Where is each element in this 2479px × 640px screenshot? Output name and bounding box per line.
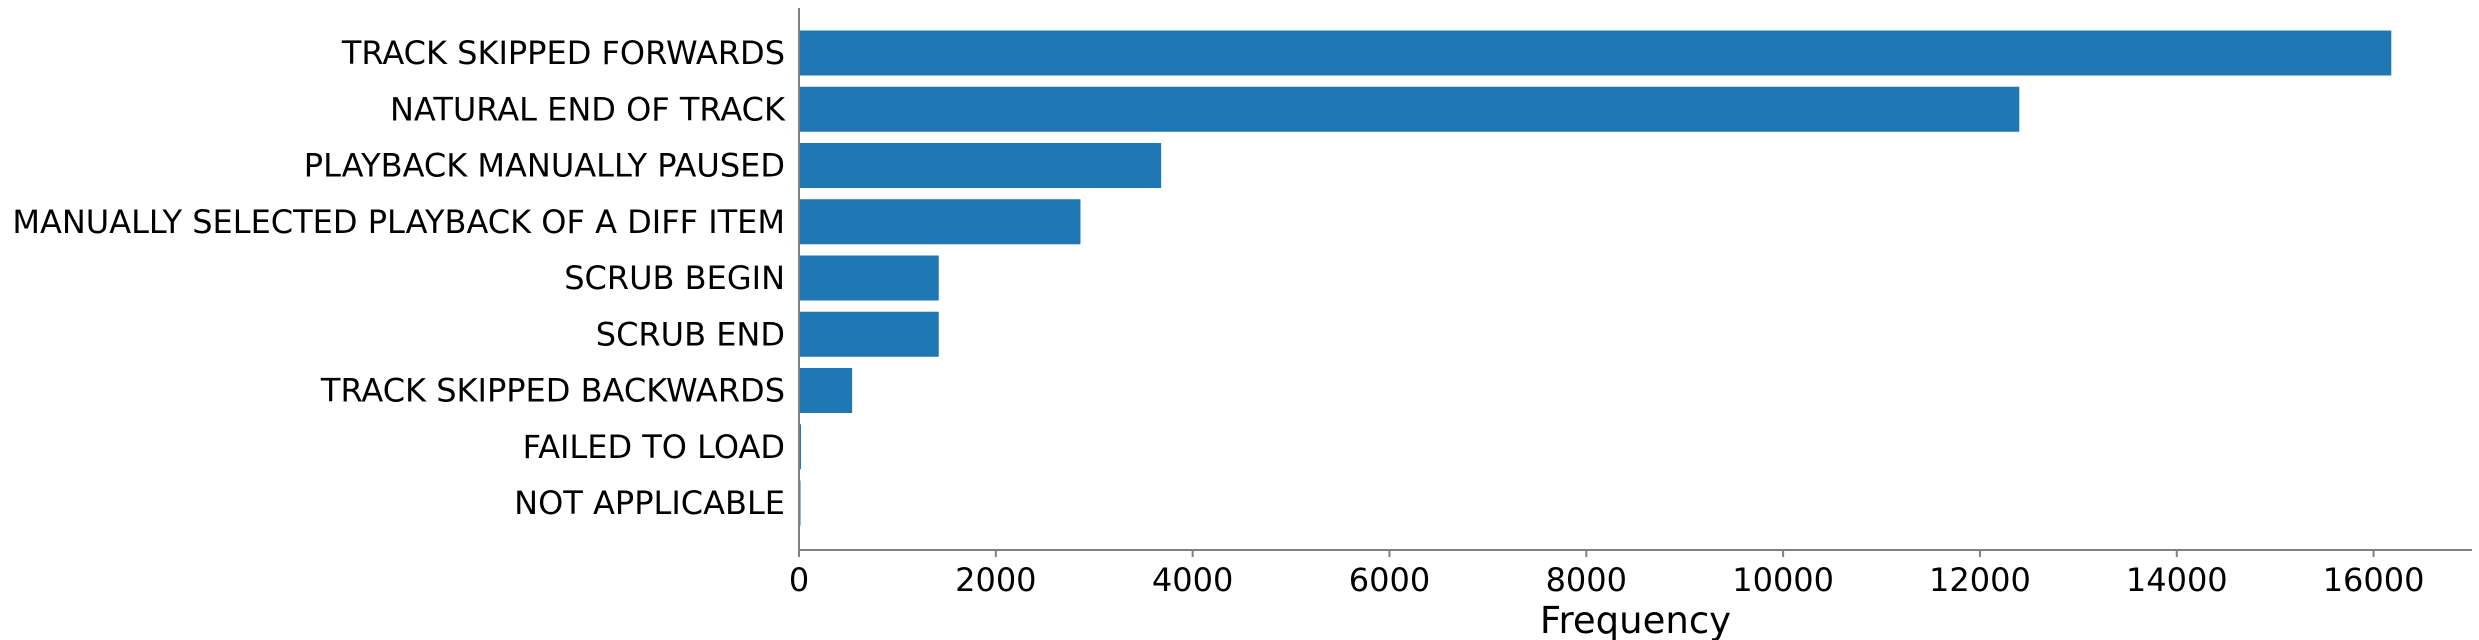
bar <box>799 255 939 301</box>
x-tick-label: 14000 <box>2126 561 2228 599</box>
x-tick-label: 10000 <box>1732 561 1834 599</box>
category-label: MANUALLY SELECTED PLAYBACK OF A DIFF ITE… <box>12 203 785 241</box>
x-tick-label: 6000 <box>1349 561 1430 599</box>
category-label: FAILED TO LOAD <box>523 428 785 466</box>
bar <box>799 368 853 413</box>
axes <box>798 8 2472 551</box>
x-axis-ticks: 0 2000 4000 6000 8000 10000 12000 14000 16000 <box>789 550 2425 599</box>
bar <box>799 143 1162 188</box>
x-tick-label: 16000 <box>2323 561 2425 599</box>
category-labels: TRACK SKIPPED FORWARDS NATURAL END OF TRA… <box>12 34 786 522</box>
bar <box>799 199 1081 245</box>
category-label: PLAYBACK MANUALLY PAUSED <box>304 147 785 185</box>
category-label: SCRUB END <box>596 315 785 353</box>
x-tick-label: 2000 <box>955 561 1036 599</box>
category-label: TRACK SKIPPED FORWARDS <box>341 34 785 72</box>
category-label: NOT APPLICABLE <box>514 484 785 522</box>
category-label: NATURAL END OF TRACK <box>390 90 786 128</box>
bar <box>799 86 2020 132</box>
x-tick-label: 12000 <box>1929 561 2031 599</box>
x-tick-label: 0 <box>789 561 809 599</box>
category-label: TRACK SKIPPED BACKWARDS <box>320 372 785 410</box>
bar <box>799 311 939 357</box>
category-label: SCRUB BEGIN <box>564 259 785 297</box>
x-tick-label: 4000 <box>1152 561 1233 599</box>
x-tick-label: 8000 <box>1546 561 1627 599</box>
x-axis-title: Frequency <box>1540 599 1731 640</box>
bars-layer <box>799 30 2392 526</box>
bar <box>799 30 2392 76</box>
